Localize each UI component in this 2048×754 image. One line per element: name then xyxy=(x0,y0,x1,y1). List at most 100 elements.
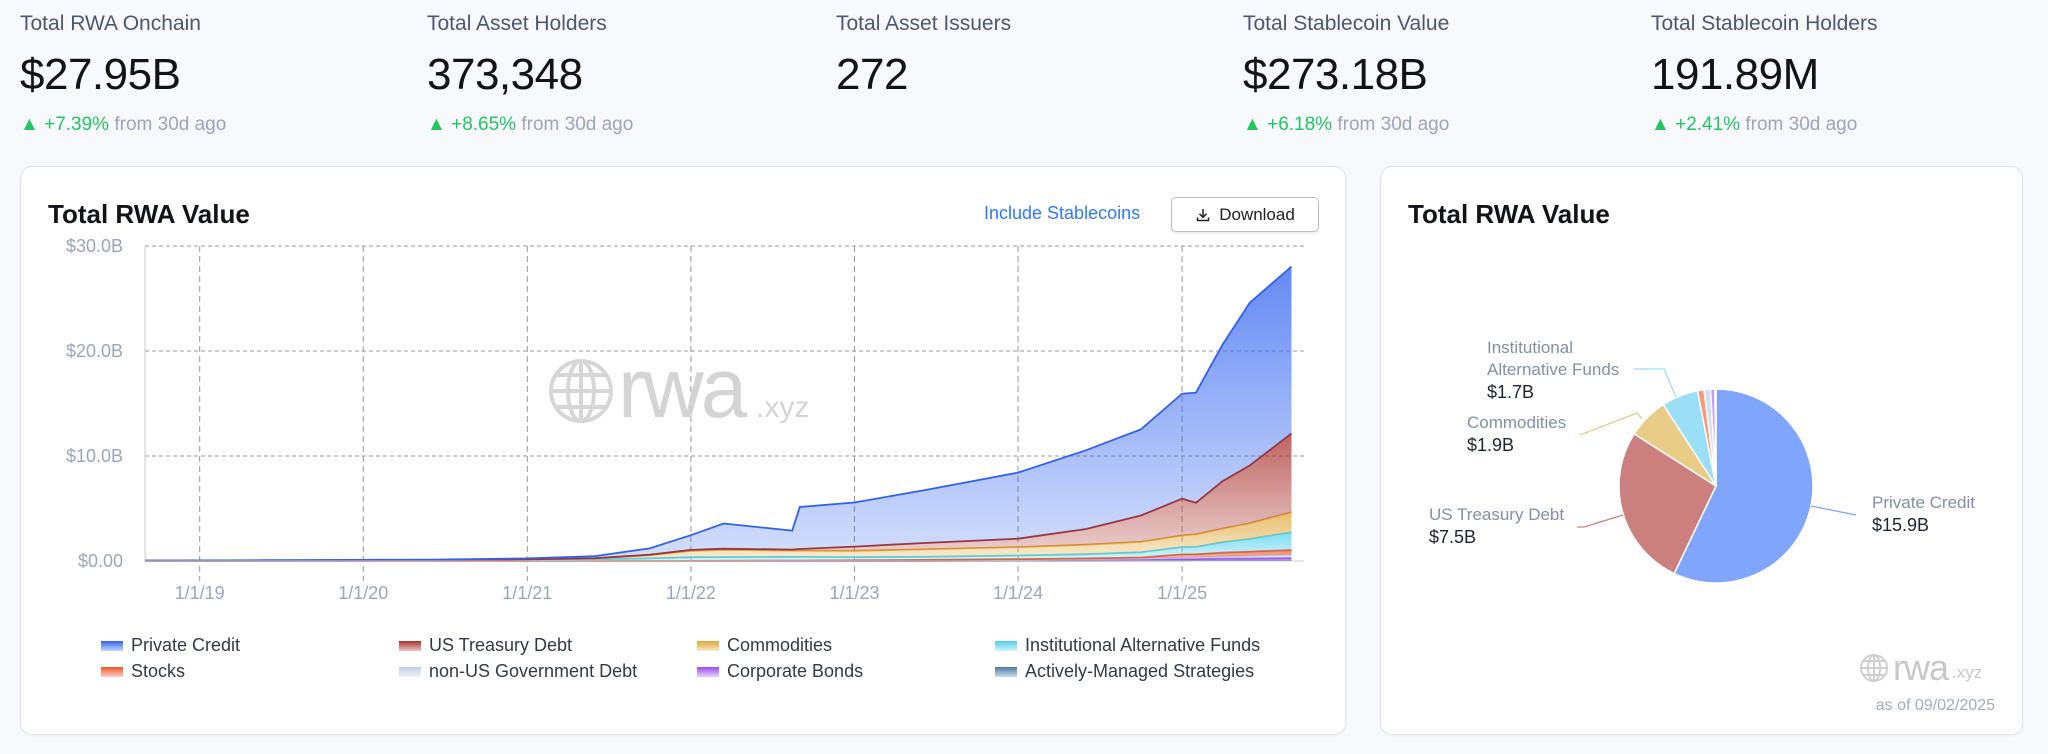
y-tick-label: $30.0B xyxy=(66,236,123,256)
include-stablecoins-toggle[interactable]: Include Stablecoins xyxy=(984,203,1141,223)
change-percent: +2.41% xyxy=(1675,114,1741,135)
legend-item[interactable]: US Treasury Debt xyxy=(399,635,572,656)
area-commodities[interactable] xyxy=(145,512,1292,561)
change-suffix: from 30d ago xyxy=(1337,114,1450,135)
pie-slice-private-credit[interactable] xyxy=(1673,388,1814,584)
stat-value: $273.18B xyxy=(1243,50,1428,99)
stat-label: Total Stablecoin Value xyxy=(1243,12,1450,35)
legend-swatch xyxy=(697,640,719,651)
pie-label-name: Private Credit xyxy=(1872,493,1975,512)
stat-value: 373,348 xyxy=(427,50,583,99)
pie-label: Institutional Alternative Funds $1.7B xyxy=(1487,337,1619,404)
change-percent: +6.18% xyxy=(1267,114,1333,135)
change-suffix: from 30d ago xyxy=(1745,114,1858,135)
legend-swatch xyxy=(995,666,1017,677)
legend-item[interactable]: Commodities xyxy=(697,635,832,656)
up-arrow-icon: ▲ xyxy=(427,114,446,135)
area-private-credit[interactable] xyxy=(145,266,1292,561)
x-tick-label: 1/1/24 xyxy=(993,583,1043,603)
change-suffix: from 30d ago xyxy=(521,114,634,135)
legend-item[interactable]: Institutional Alternative Funds xyxy=(995,635,1260,656)
y-tick-label: $0.00 xyxy=(78,551,123,571)
stat-label: Total Asset Issuers xyxy=(836,12,1012,35)
rwa-value-chart-card: Total RWA Value Include Stablecoins Down… xyxy=(20,166,1346,735)
stat-label: Total Asset Holders xyxy=(427,12,607,35)
area-chart: $0.00 $10.0B $20.0B $30.0B 1/1/19 1/1/20 1/1/2… xyxy=(66,236,1304,603)
download-button[interactable]: Download xyxy=(1171,197,1319,232)
y-tick-label: $10.0B xyxy=(66,446,123,466)
pie-slice-us-treasury-debt[interactable] xyxy=(1618,432,1717,575)
legend-item[interactable]: non-US Government Debt xyxy=(399,661,637,682)
download-label: Download xyxy=(1219,204,1295,224)
up-arrow-icon: ▲ xyxy=(1243,114,1262,135)
svg-text:rwa: rwa xyxy=(618,341,748,435)
pie-leader-line xyxy=(1810,505,1857,516)
legend-swatch xyxy=(995,640,1017,651)
legend-item[interactable]: Private Credit xyxy=(101,635,240,656)
stat-3: Total Stablecoin Value $273.18B ▲ +6.18% … xyxy=(1243,12,1449,136)
change-percent: +8.65% xyxy=(451,114,517,135)
pie-watermark: rwa .xyz xyxy=(1859,650,1982,686)
pie-label: US Treasury Debt $7.5B xyxy=(1429,504,1564,549)
stat-change: ▲ +6.18% from 30d ago xyxy=(1243,114,1449,136)
legend-item[interactable]: Actively-Managed Strategies xyxy=(995,661,1254,682)
pie-label-name: Institutional Alternative Funds xyxy=(1487,338,1620,379)
y-tick-label: $20.0B xyxy=(66,341,123,361)
legend-label: Commodities xyxy=(727,635,833,655)
stat-change: ▲ +2.41% from 30d ago xyxy=(1651,114,1877,136)
x-tick-label: 1/1/20 xyxy=(338,583,388,603)
legend-swatch xyxy=(399,666,421,677)
svg-text:.xyz: .xyz xyxy=(756,391,809,424)
pie-title: Total RWA Value xyxy=(1408,199,1610,229)
pie-chart xyxy=(1577,368,1857,584)
up-arrow-icon: ▲ xyxy=(20,114,39,135)
stat-change: ▲ +8.65% from 30d ago xyxy=(427,114,633,136)
pie-label-value: $1.7B xyxy=(1487,382,1535,402)
line-private-credit xyxy=(144,265,1293,562)
legend-label: Institutional Alternative Funds xyxy=(1025,635,1261,655)
x-tick-label: 1/1/25 xyxy=(1157,583,1207,603)
x-tick-label: 1/1/19 xyxy=(175,583,225,603)
chart-watermark: rwa .xyz xyxy=(549,341,809,435)
stat-value: $27.95B xyxy=(20,50,181,99)
pie-leader-line xyxy=(1579,412,1643,436)
stat-value: 272 xyxy=(836,50,908,99)
x-tick-label: 1/1/23 xyxy=(829,583,879,603)
download-icon xyxy=(1196,208,1210,221)
pie-label-name: US Treasury Debt xyxy=(1429,505,1565,524)
stat-label: Total RWA Onchain xyxy=(20,12,201,35)
as-of-date: as of 09/02/2025 xyxy=(1875,697,1995,714)
x-tick-label: 1/1/22 xyxy=(666,583,716,603)
legend-item[interactable]: Stocks xyxy=(101,661,185,682)
chart-title: Total RWA Value xyxy=(48,199,250,229)
pie-leader-line xyxy=(1577,514,1624,528)
legend-swatch xyxy=(697,666,719,677)
pie-slice-actively-managed-strategies[interactable] xyxy=(1714,388,1717,487)
pie-label-value: $15.9B xyxy=(1872,515,1930,535)
pie-leader-line xyxy=(1634,368,1677,398)
pie-label: Private Credit $15.9B xyxy=(1872,492,1975,537)
pie-label-name: Commodities xyxy=(1467,413,1567,432)
legend-swatch xyxy=(399,640,421,651)
globe-icon xyxy=(1860,654,1888,682)
stat-value: 191.89M xyxy=(1651,50,1819,99)
legend-label: US Treasury Debt xyxy=(429,635,573,655)
stat-1: Total Asset Holders 373,348 ▲ +8.65% from… xyxy=(427,12,633,136)
change-suffix: from 30d ago xyxy=(114,114,227,135)
rwa-breakdown-card: Total RWA Value Private Credit $15.9B US T… xyxy=(1380,166,2023,735)
x-tick-label: 1/1/21 xyxy=(502,583,552,603)
stat-2: Total Asset Issuers 272 xyxy=(836,12,1011,100)
legend-label: non-US Government Debt xyxy=(429,661,638,681)
legend-swatch xyxy=(101,640,123,651)
legend-swatch xyxy=(101,666,123,677)
pie-label-value: $7.5B xyxy=(1429,527,1477,547)
legend-label: Private Credit xyxy=(131,635,241,655)
change-percent: +7.39% xyxy=(44,114,110,135)
stat-4: Total Stablecoin Holders 191.89M ▲ +2.41%… xyxy=(1651,12,1877,136)
legend-item[interactable]: Corporate Bonds xyxy=(697,661,863,682)
stat-label: Total Stablecoin Holders xyxy=(1651,12,1878,35)
stat-0: Total RWA Onchain $27.95B ▲ +7.39% from 3… xyxy=(20,12,226,136)
legend-label: Stocks xyxy=(131,661,186,681)
pie-label-value: $1.9B xyxy=(1467,435,1515,455)
up-arrow-icon: ▲ xyxy=(1651,114,1670,135)
